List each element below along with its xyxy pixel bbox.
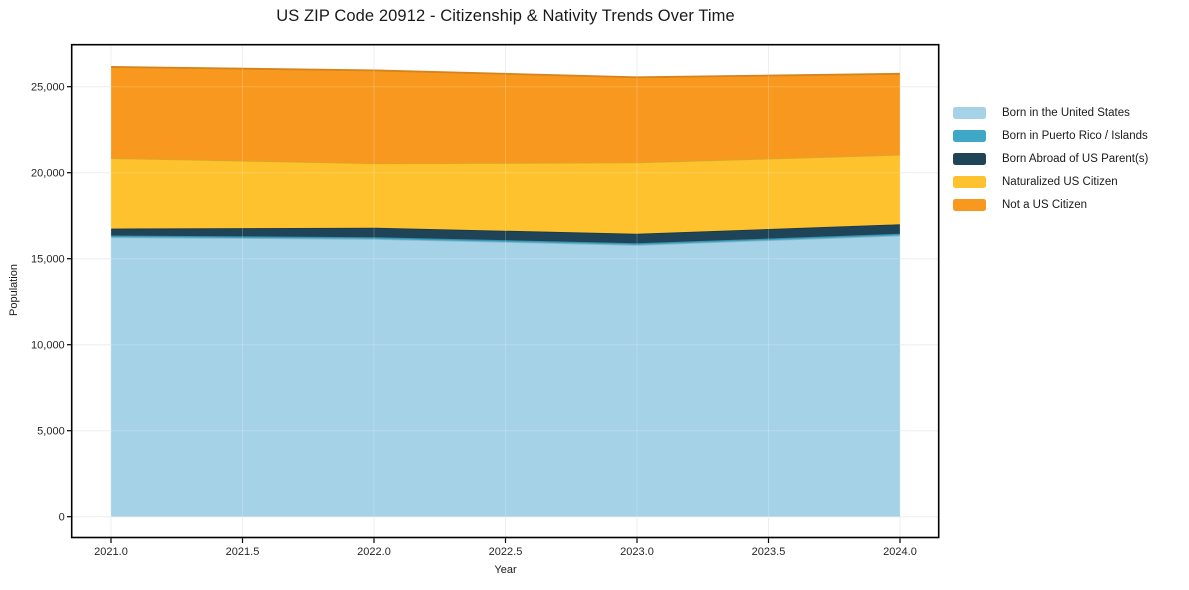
area-series-2	[111, 224, 900, 244]
legend-label: Not a US Citizen	[1002, 198, 1088, 211]
y-tick-label: 25,000	[31, 82, 65, 94]
area-series-4	[111, 66, 900, 164]
chart-title: US ZIP Code 20912 - Citizenship & Nativi…	[276, 7, 735, 25]
y-tick-label: 15,000	[31, 254, 65, 266]
y-tick-label: 5,000	[37, 426, 65, 438]
legend-label: Born in Puerto Rico / Islands	[1002, 129, 1148, 142]
legend-swatch	[953, 152, 986, 165]
x-tick-label: 2022.0	[357, 546, 391, 558]
legend-item: Born in the United States	[953, 101, 1148, 124]
area-series-1	[111, 233, 900, 245]
legend-item: Born Abroad of US Parent(s)	[953, 147, 1148, 170]
legend-swatch	[953, 175, 986, 188]
plot-border	[70, 43, 940, 539]
legend-label: Naturalized US Citizen	[1002, 175, 1118, 188]
x-tick-label: 2023.5	[752, 546, 786, 558]
legend-swatch	[953, 129, 986, 142]
y-tick-label: 10,000	[31, 340, 65, 352]
legend-label: Born Abroad of US Parent(s)	[1002, 152, 1149, 165]
area-series-0	[111, 235, 900, 517]
x-tick-label: 2024.0	[883, 546, 917, 558]
x-tick-label: 2022.5	[489, 546, 523, 558]
legend-swatch	[953, 106, 986, 119]
area-series-3	[111, 154, 900, 234]
legend-item: Born in Puerto Rico / Islands	[953, 124, 1148, 147]
area-series-4-edge	[110, 66, 901, 79]
legend-swatch	[953, 198, 986, 211]
legend-item: Not a US Citizen	[953, 193, 1148, 216]
y-tick-label: 0	[59, 512, 65, 524]
legend: Born in the United States Born in Puerto …	[953, 101, 1148, 216]
x-tick-label: 2023.0	[620, 546, 654, 558]
x-tick-label: 2021.5	[226, 546, 260, 558]
legend-label: Born in the United States	[1002, 106, 1130, 119]
x-tick-label: 2021.0	[94, 546, 128, 558]
x-axis-label: Year	[494, 564, 517, 576]
legend-item: Naturalized US Citizen	[953, 170, 1148, 193]
y-tick-label: 20,000	[31, 168, 65, 180]
